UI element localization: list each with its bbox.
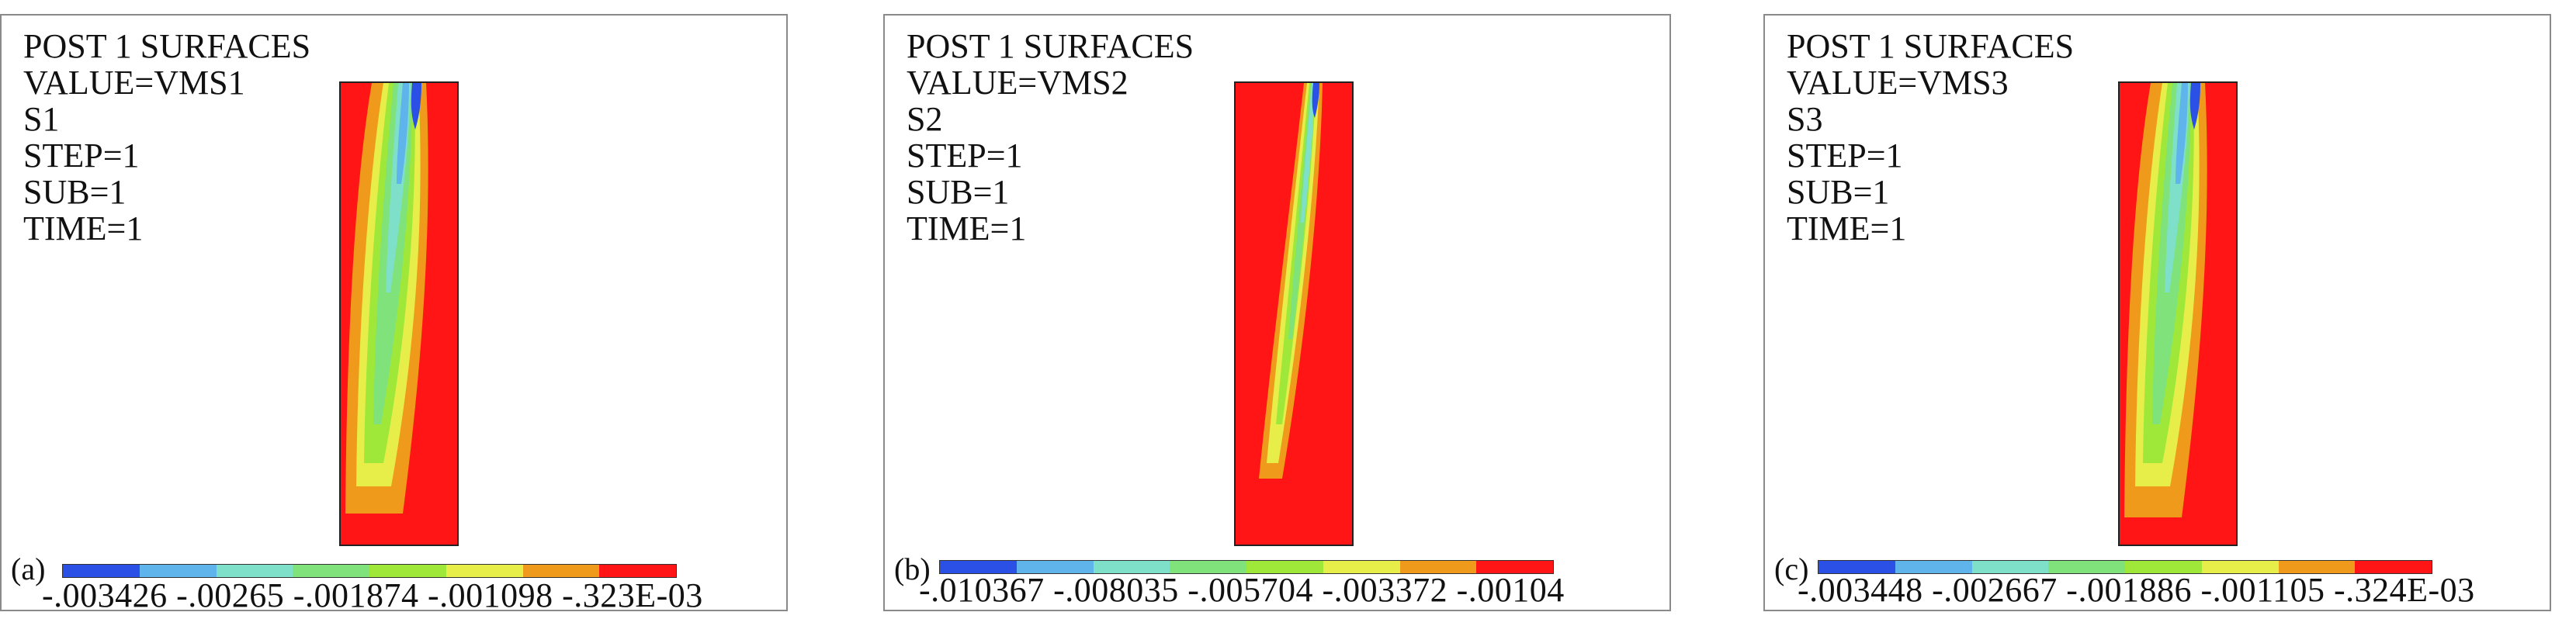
legend-swatch — [1170, 561, 1246, 573]
legend-swatch — [369, 565, 446, 577]
info-line: STEP=1 — [1787, 137, 1903, 175]
legend-swatch — [2201, 561, 2279, 573]
contour-a-svg — [341, 83, 457, 545]
info-line: STEP=1 — [23, 137, 140, 175]
legend-swatch — [1016, 561, 1094, 573]
legend-swatch — [522, 565, 600, 577]
legend-ticks: -.010367 -.008035 -.005704 -.003372 -.00… — [919, 571, 1565, 609]
legend-swatch — [139, 565, 217, 577]
legend-swatch — [599, 565, 676, 577]
legend-swatch — [1399, 561, 1477, 573]
legend-swatch — [1323, 561, 1400, 573]
panel-b: POST 1 SURFACES VALUE=VMS2 S2 STEP=1 SUB… — [883, 14, 1671, 611]
legend-swatch — [1246, 561, 1323, 573]
legend-swatch — [1476, 561, 1553, 573]
info-line: VALUE=VMS3 — [1787, 64, 2009, 102]
panel-b-info: POST 1 SURFACES VALUE=VMS2 S2 STEP=1 SUB… — [907, 28, 1194, 247]
panel-label: (a) — [11, 552, 46, 586]
contour-plot-b — [1234, 81, 1354, 546]
legend-swatch — [1895, 561, 1972, 573]
legend-swatch — [1818, 561, 1895, 573]
color-legend-c — [1818, 560, 2432, 574]
legend-swatch — [2125, 561, 2202, 573]
contour-plot-a — [339, 81, 459, 546]
color-legend-a — [62, 564, 677, 578]
legend-swatch — [940, 561, 1017, 573]
legend-swatch — [1093, 561, 1170, 573]
legend-swatch — [2355, 561, 2432, 573]
info-line: S1 — [23, 100, 60, 138]
info-line: SUB=1 — [1787, 173, 1890, 211]
info-line: S3 — [1787, 100, 1823, 138]
panel-a-info: POST 1 SURFACES VALUE=VMS1 S1 STEP=1 SUB… — [23, 28, 310, 247]
legend-swatch — [1971, 561, 2049, 573]
info-line: VALUE=VMS2 — [907, 64, 1129, 102]
panel-c-info: POST 1 SURFACES VALUE=VMS3 S3 STEP=1 SUB… — [1787, 28, 2074, 247]
info-line: POST 1 SURFACES — [907, 27, 1194, 65]
contour-plot-c — [2118, 81, 2238, 546]
info-line: TIME=1 — [1787, 209, 1907, 247]
legend-swatch — [63, 565, 140, 577]
legend-ticks: -.003448 -.002667 -.001886 -.001105 -.32… — [1798, 571, 2475, 609]
legend-swatch — [2278, 561, 2356, 573]
info-line: POST 1 SURFACES — [1787, 27, 2075, 65]
info-line: POST 1 SURFACES — [23, 27, 311, 65]
panel-c: POST 1 SURFACES VALUE=VMS3 S3 STEP=1 SUB… — [1763, 14, 2551, 611]
color-legend-b — [939, 560, 1554, 574]
legend-swatch — [446, 565, 523, 577]
info-line: TIME=1 — [907, 209, 1027, 247]
info-line: TIME=1 — [23, 209, 144, 247]
info-line: S2 — [907, 100, 943, 138]
legend-swatch — [293, 565, 369, 577]
info-line: SUB=1 — [23, 173, 127, 211]
panel-a: POST 1 SURFACES VALUE=VMS1 S1 STEP=1 SUB… — [0, 14, 788, 614]
panel-label: (b) — [894, 552, 931, 586]
legend-swatch — [216, 565, 293, 577]
panel-label: (c) — [1774, 552, 1809, 586]
legend-swatch — [2048, 561, 2125, 573]
info-line: SUB=1 — [907, 173, 1010, 211]
info-line: VALUE=VMS1 — [23, 64, 245, 102]
contour-c-svg — [2120, 83, 2236, 545]
info-line: STEP=1 — [907, 137, 1023, 175]
contour-b-svg — [1236, 83, 1352, 545]
legend-ticks: -.003426 -.00265 -.001874 -.001098 -.323… — [42, 576, 703, 614]
